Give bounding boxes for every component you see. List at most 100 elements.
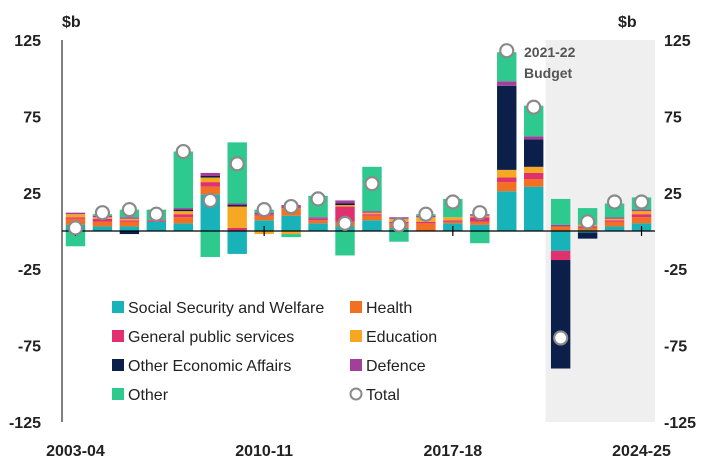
y-tick-right-neg75: -75 (664, 339, 687, 356)
y-tick-right-125: 125 (664, 33, 691, 50)
legend-swatch-education (350, 330, 362, 342)
bar-other-economic-affairs-2013-14 (335, 203, 355, 206)
total-marker-2020-21 (526, 99, 542, 115)
total-markers-layer (67, 43, 650, 346)
bar-other-economic-affairs-2022-23 (577, 232, 598, 239)
total-marker-2013-14 (337, 215, 353, 231)
bar-social-security-and-welfare-2004-05 (92, 226, 113, 231)
bar-general-public-services-2008-09 (200, 182, 220, 187)
bar-other-economic-affairs-2005-06 (119, 231, 140, 235)
bar-health-2020-21 (524, 179, 544, 187)
budget-annotation-line1: 2021-22 (524, 44, 576, 60)
bar-general-public-services-2024-25 (631, 214, 652, 218)
legend-label-general-public-services: General public services (128, 329, 294, 346)
bar-education-2017-18 (443, 217, 463, 221)
bar-defence-2019-20 (497, 81, 517, 86)
y-tick-right-25: 25 (664, 186, 682, 203)
bar-education-2005-06 (119, 218, 140, 221)
bar-general-public-services-2012-13 (308, 218, 328, 221)
bar-social-security-and-welfare-2005-06 (119, 226, 140, 231)
x-tick-label-2017-18: 2017-18 (423, 443, 482, 460)
y-unit-right: $b (618, 14, 637, 31)
bar-general-public-services-2005-06 (119, 220, 140, 222)
bar-health-2007-08 (173, 217, 193, 224)
total-marker-2004-05 (94, 205, 111, 221)
legend-label-health: Health (366, 300, 412, 317)
bar-other-2015-16 (389, 231, 409, 242)
bar-other-2021-22 (550, 198, 571, 225)
x-tick-label-2024-25: 2024-25 (612, 443, 671, 460)
total-marker-2012-13 (310, 191, 326, 207)
bar-health-2017-18 (443, 221, 463, 224)
bar-health-2022-23 (577, 227, 598, 231)
total-marker-2017-18 (445, 194, 461, 210)
legend-label-defence: Defence (366, 358, 426, 375)
bar-defence-2024-25 (631, 209, 652, 212)
total-marker-2003-04 (67, 220, 84, 236)
bar-social-security-and-welfare-2021-22 (550, 231, 571, 251)
bar-social-security-and-welfare-2018-19 (470, 224, 490, 231)
legend-swatch-social-security-and-welfare (112, 301, 124, 313)
total-marker-2024-25 (633, 194, 650, 210)
x-tick-label-2003-04: 2003-04 (46, 443, 105, 460)
bar-social-security-and-welfare-2023-24 (604, 226, 625, 231)
bar-general-public-services-2003-04 (65, 217, 86, 219)
bar-defence-2003-04 (65, 212, 86, 215)
bar-other-2003-04 (65, 231, 86, 247)
legend-label-other-economic-affairs: Other Economic Affairs (128, 358, 291, 375)
bar-general-public-services-2023-24 (604, 220, 625, 222)
y-tick-left-75: 75 (23, 109, 41, 126)
bar-health-2010-11 (254, 215, 274, 221)
y-tick-right-neg25: -25 (664, 262, 687, 279)
y-unit-left: $b (62, 14, 81, 31)
total-marker-2023-24 (606, 194, 623, 210)
bar-health-2004-05 (92, 221, 113, 227)
x-tick-label-2010-11: 2010-11 (235, 443, 293, 460)
bar-education-2007-08 (173, 211, 193, 215)
bar-other-2007-08 (173, 151, 193, 209)
bar-health-2005-06 (119, 221, 140, 227)
legend-swatch-other (112, 388, 124, 400)
bar-other-2009-10 (227, 142, 247, 204)
bar-defence-2020-21 (524, 136, 544, 140)
bar-health-2018-19 (470, 221, 490, 225)
total-marker-2009-10 (229, 156, 245, 172)
total-marker-2006-07 (148, 206, 164, 222)
legend-swatch-health (350, 301, 362, 313)
legend-swatch-defence (350, 359, 362, 371)
bar-defence-2014-15 (362, 211, 382, 213)
legend-label-total: Total (366, 387, 400, 404)
bar-other-economic-affairs-2021-22 (550, 260, 571, 369)
bar-defence-2013-14 (335, 200, 355, 204)
bar-defence-2009-10 (227, 203, 247, 206)
bar-other-2013-14 (335, 231, 355, 256)
bar-defence-2023-24 (604, 217, 625, 219)
bar-health-2023-24 (604, 221, 625, 227)
y-tick-right-75: 75 (664, 109, 682, 126)
bar-health-2019-20 (497, 182, 517, 192)
bar-education-2013-14 (335, 205, 355, 207)
bar-social-security-and-welfare-2022-23 (577, 231, 598, 233)
y-tick-right-neg125: -125 (664, 415, 696, 432)
y-tick-left-neg75: -75 (18, 339, 41, 356)
total-marker-2018-19 (472, 205, 488, 221)
legend-swatch-other-economic-affairs (112, 359, 124, 371)
bar-general-public-services-2016-17 (416, 221, 436, 224)
bar-general-public-services-2009-10 (227, 227, 247, 231)
bar-general-public-services-2014-15 (362, 214, 382, 216)
legend-label-education: Education (366, 329, 437, 346)
y-tick-left-25: 25 (23, 186, 41, 203)
total-marker-2021-22 (553, 330, 569, 346)
bar-defence-2012-13 (308, 217, 328, 219)
bar-general-public-services-2019-20 (497, 177, 517, 183)
bar-health-2014-15 (362, 215, 382, 221)
total-marker-2016-17 (418, 206, 434, 222)
y-tick-left-125: 125 (14, 33, 41, 50)
bar-defence-2005-06 (119, 217, 140, 219)
bar-other-2019-20 (497, 52, 517, 82)
bar-social-security-and-welfare-2020-21 (524, 186, 544, 231)
bar-education-2024-25 (631, 211, 652, 215)
bar-education-2023-24 (604, 218, 625, 221)
total-marker-2022-23 (580, 214, 596, 230)
